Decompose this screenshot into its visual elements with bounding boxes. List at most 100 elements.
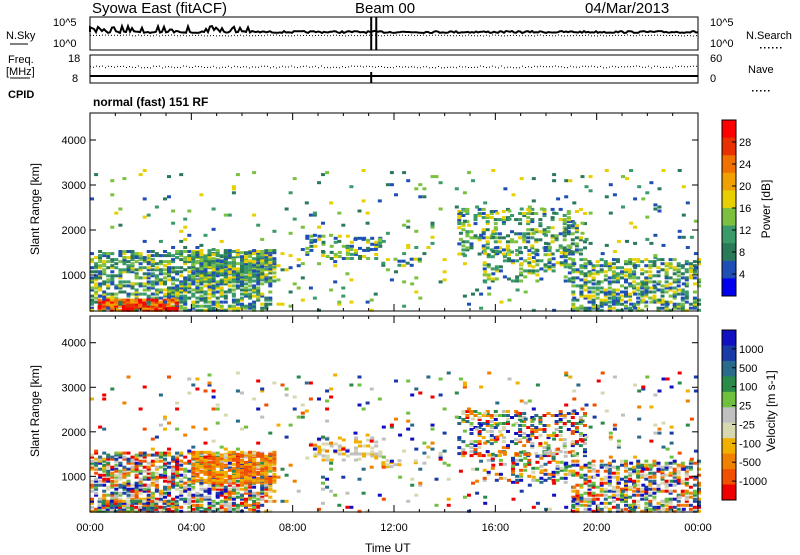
velocity-cell	[493, 418, 498, 421]
velocity-cell	[688, 491, 693, 495]
power-cell	[167, 266, 171, 270]
power-cell	[219, 308, 224, 312]
power-cell	[349, 244, 354, 248]
velocity-cell	[575, 499, 580, 503]
velocity-cell	[167, 451, 171, 455]
power-cell	[175, 284, 180, 288]
velocity-cell	[175, 495, 180, 499]
power-cell	[361, 199, 366, 203]
velocity-cell	[680, 493, 685, 497]
power-cell	[697, 262, 701, 266]
power-cell	[493, 236, 498, 240]
power-cell	[203, 273, 208, 277]
velocity-cell	[268, 452, 273, 456]
velocity-cell	[661, 445, 666, 449]
power-cell	[637, 185, 642, 189]
velocity-cell	[325, 389, 330, 393]
velocity-cell	[624, 483, 628, 487]
velocity-cell	[109, 509, 114, 513]
power-cell	[624, 280, 628, 284]
power-cell	[187, 256, 192, 260]
velocity-cell	[134, 461, 139, 465]
power-cell	[244, 304, 248, 308]
velocity-cell	[227, 452, 232, 456]
power-cell	[519, 279, 524, 283]
power-cell	[215, 308, 220, 312]
power-cell	[163, 272, 167, 276]
power-cell	[570, 224, 575, 228]
velocity-cell	[215, 485, 220, 489]
velocity-cell	[546, 424, 551, 427]
velocity-cell	[603, 497, 608, 501]
power-cell	[515, 277, 520, 281]
power-cell	[611, 298, 616, 302]
power-cell	[493, 210, 498, 213]
velocity-cell	[515, 381, 520, 385]
velocity-cell	[579, 485, 584, 489]
power-cell	[244, 265, 248, 269]
velocity-cell	[325, 477, 330, 481]
power-cell	[134, 276, 139, 280]
velocity-cell	[393, 463, 398, 467]
power-cell	[260, 294, 265, 298]
velocity-cell	[118, 471, 123, 475]
power-cell	[183, 280, 188, 284]
power-cell	[461, 214, 466, 217]
velocity-cell	[110, 485, 115, 489]
power-cell	[611, 302, 616, 306]
power-cell	[121, 304, 126, 308]
power-cell	[454, 187, 459, 191]
nsky-tick-bottom: 10^0	[53, 38, 77, 50]
velocity-cell	[418, 481, 423, 485]
power-cell	[349, 300, 354, 304]
power-cell	[195, 255, 200, 259]
velocity-cell	[629, 485, 634, 489]
power-cell	[547, 267, 552, 271]
power-cell	[454, 205, 459, 209]
power-cell	[90, 280, 94, 284]
velocity-cell	[574, 430, 579, 433]
velocity-cell	[203, 427, 208, 431]
velocity-cell	[600, 391, 605, 395]
velocity-cell	[575, 503, 580, 507]
velocity-cell	[256, 480, 261, 484]
power-cell	[231, 298, 236, 302]
power-cell	[552, 173, 557, 177]
power-cell	[692, 300, 697, 304]
velocity-cell	[114, 475, 119, 479]
velocity-cell	[656, 507, 661, 511]
power-cell	[191, 275, 196, 279]
velocity-cell	[558, 412, 563, 415]
velocity-cell	[672, 497, 677, 501]
power-cell	[693, 219, 698, 223]
velocity-cell	[146, 485, 151, 489]
velocity-cell	[171, 457, 176, 461]
power-cell	[158, 288, 163, 292]
power-cell	[684, 278, 689, 282]
power-cell	[607, 266, 612, 270]
velocity-cell	[477, 432, 482, 435]
power-cell	[680, 288, 685, 292]
velocity-cell	[591, 485, 596, 489]
power-cell	[664, 262, 669, 266]
velocity-cell	[240, 501, 244, 505]
power-cell	[114, 258, 119, 262]
velocity-cell	[138, 451, 143, 455]
velocity-cell	[370, 452, 375, 456]
velocity-cell	[191, 452, 196, 456]
power-cell	[154, 304, 159, 308]
power-cell	[292, 177, 297, 181]
velocity-cell	[94, 493, 99, 497]
power-cell	[244, 288, 248, 292]
power-cell	[121, 298, 126, 302]
velocity-cell	[105, 503, 110, 507]
velocity-cell	[248, 462, 253, 466]
velocity-cell	[458, 377, 463, 381]
power-cell	[211, 277, 216, 281]
power-cell	[385, 231, 390, 235]
velocity-cell	[235, 483, 240, 487]
power-cell	[252, 251, 257, 255]
power-cell	[636, 258, 641, 262]
velocity-cell	[542, 454, 547, 458]
power-cell	[591, 294, 596, 298]
